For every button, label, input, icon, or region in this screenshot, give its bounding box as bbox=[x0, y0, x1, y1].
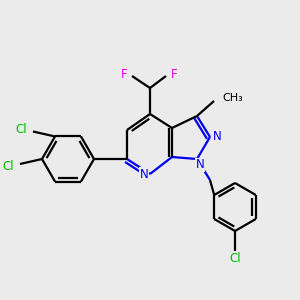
Text: CH₃: CH₃ bbox=[222, 93, 243, 103]
Text: Cl: Cl bbox=[2, 160, 14, 172]
Text: F: F bbox=[121, 68, 127, 80]
Text: Cl: Cl bbox=[15, 123, 27, 136]
Text: N: N bbox=[196, 158, 204, 172]
Text: N: N bbox=[213, 130, 221, 143]
Text: Cl: Cl bbox=[229, 253, 241, 266]
Text: F: F bbox=[171, 68, 177, 80]
Text: N: N bbox=[140, 167, 148, 181]
